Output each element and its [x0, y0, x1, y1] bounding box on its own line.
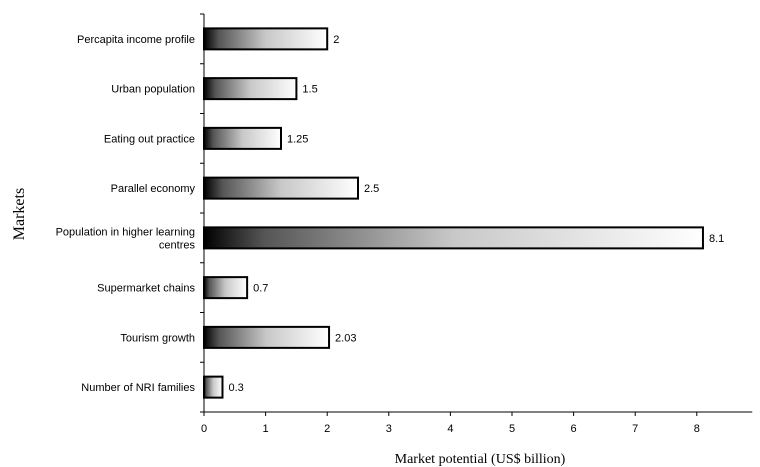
x-tick-label: 8: [694, 423, 700, 435]
bar: [203, 126, 282, 150]
x-axis-title: Market potential (US$ billion): [395, 452, 566, 467]
x-tick-label: 6: [571, 423, 577, 435]
data-label: 2.03: [335, 332, 356, 344]
x-tick-label: 0: [201, 423, 207, 435]
data-label: 2.5: [364, 183, 379, 195]
data-label: 1.5: [302, 84, 317, 96]
x-tick-label: 7: [632, 423, 638, 435]
data-label: 0.3: [228, 382, 243, 394]
x-tick-label: 1: [263, 423, 269, 435]
category-label: Tourism growth: [120, 332, 195, 344]
category-label: Percapita income profile: [77, 34, 195, 46]
category-label: Supermarket chains: [97, 283, 195, 295]
x-tick-label: 3: [386, 423, 392, 435]
category-label: centres: [159, 239, 196, 251]
data-label: 1.25: [287, 133, 308, 145]
axes: [200, 13, 753, 416]
bar: [203, 226, 704, 250]
data-label: 8.1: [709, 233, 724, 245]
data-label: 2: [333, 34, 339, 46]
bar: [203, 77, 298, 101]
bar: [203, 325, 331, 349]
data-label: 0.7: [253, 283, 268, 295]
labels: 0 1 2 3 4 5 6 7 8 2 Percapita income profile 1.5 Urb…: [56, 34, 725, 435]
bar: [203, 27, 329, 51]
category-label: Number of NRI families: [81, 382, 195, 394]
category-label: Population in higher learning: [56, 226, 195, 238]
bar: [203, 375, 224, 399]
category-label: Eating out practice: [104, 133, 195, 145]
category-label: Parallel economy: [111, 183, 196, 195]
x-tick-label: 5: [509, 423, 515, 435]
bars: [203, 27, 704, 399]
x-tick-label: 2: [324, 423, 330, 435]
category-label: Urban population: [111, 84, 195, 96]
bar: [203, 176, 359, 200]
bar: [203, 276, 249, 300]
x-tick-label: 4: [447, 423, 453, 435]
y-axis-title: Markets: [11, 188, 28, 240]
